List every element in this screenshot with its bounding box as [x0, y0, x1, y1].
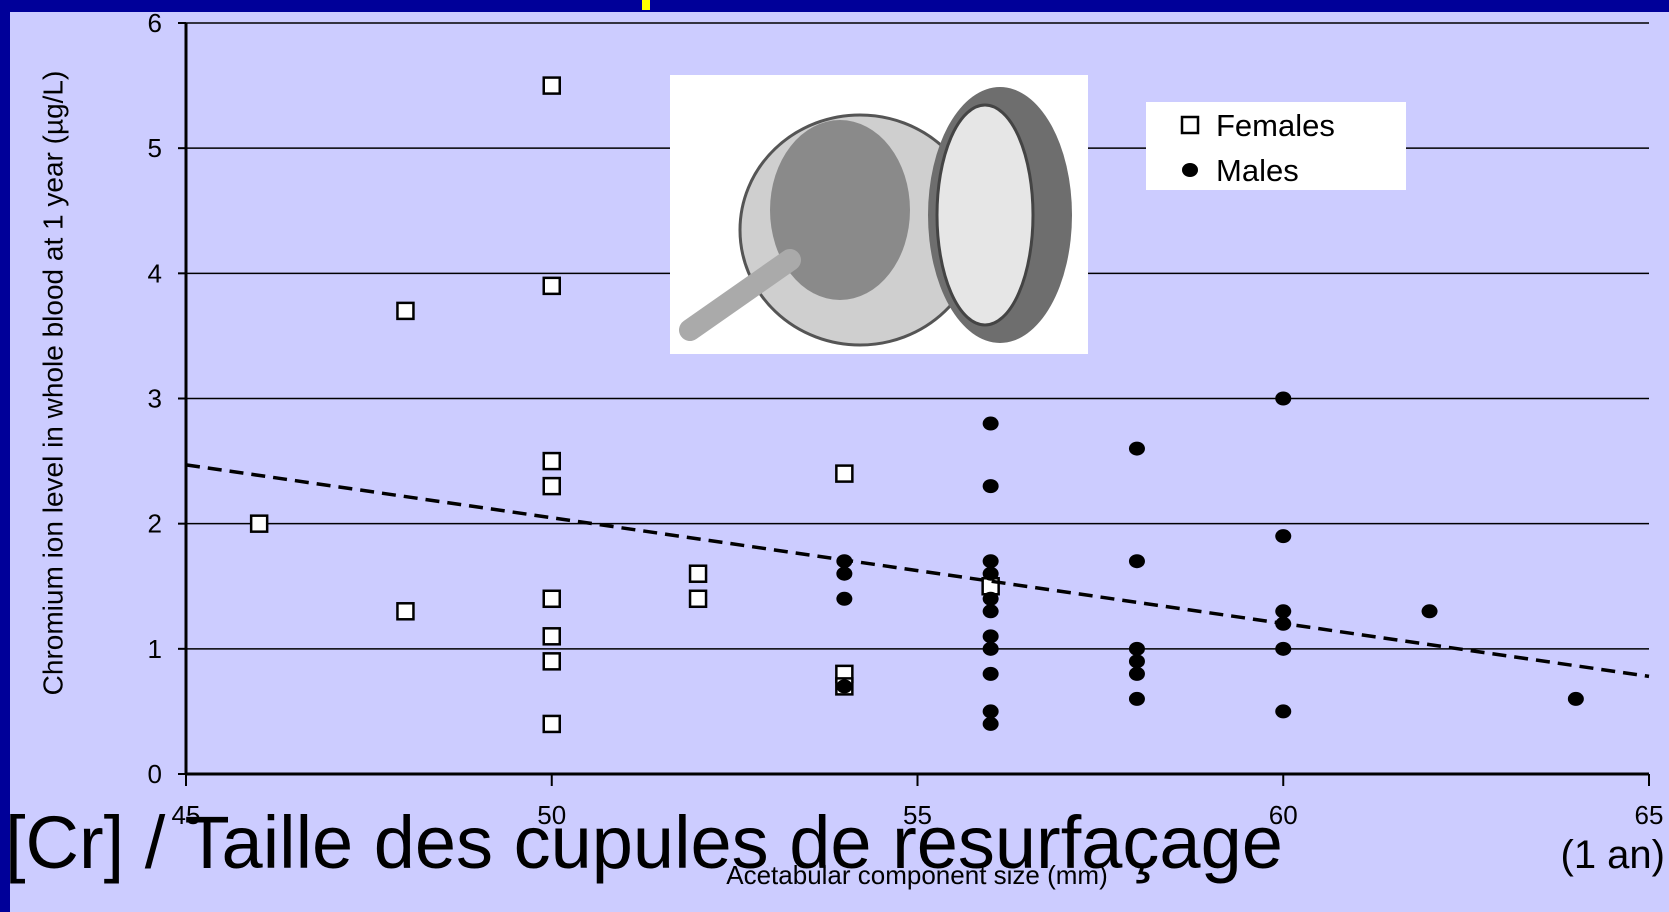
female-marker [688, 564, 708, 583]
female-marker [396, 602, 415, 621]
male-marker [1421, 604, 1438, 619]
y-tick-label: 2 [148, 509, 162, 539]
male-marker [1275, 641, 1292, 656]
male-marker [836, 591, 853, 606]
male-marker [1128, 441, 1145, 456]
x-tick-label: 65 [1635, 800, 1664, 830]
x-tick-label: 50 [537, 800, 566, 830]
cup-inner [770, 120, 910, 300]
male-marker [1275, 391, 1292, 406]
y-tick-label: 5 [148, 133, 162, 163]
male-marker [982, 479, 999, 494]
title-remnant [642, 0, 650, 10]
y-axis-label: Chromium ion level in whole blood at 1 y… [37, 71, 68, 696]
x-axis-label: Acetabular component size (mm) [726, 860, 1107, 890]
male-marker [1128, 554, 1145, 569]
x-tick-label: 45 [172, 800, 201, 830]
stem [679, 249, 801, 341]
male-marker [1128, 641, 1145, 656]
male-marker [836, 679, 853, 694]
female-marker [542, 476, 561, 496]
female-marker [542, 76, 561, 95]
y-tick-label: 1 [148, 634, 162, 664]
female-marker [542, 276, 561, 296]
male-marker [982, 591, 999, 606]
male-marker [1128, 654, 1145, 669]
x-tick-label: 55 [903, 800, 932, 830]
male-marker [1128, 691, 1145, 706]
legend-label: Males [1216, 153, 1299, 188]
female-marker [835, 464, 854, 483]
male-marker [982, 629, 999, 644]
slide-subtitle: (1 an) [1561, 833, 1666, 877]
head-inner [935, 103, 1035, 327]
female-marker [542, 451, 561, 471]
trend-line [185, 463, 1650, 679]
male-marker [1275, 604, 1292, 619]
female-marker [542, 714, 561, 734]
male-marker [1182, 163, 1198, 177]
female-marker [249, 514, 269, 533]
slide-title: [Cr] / Taille des cupules de resurfaçage [5, 801, 1283, 884]
y-tick-label: 6 [148, 8, 162, 38]
female-marker [542, 589, 561, 609]
x-tick-label: 60 [1269, 800, 1298, 830]
y-tick-label: 0 [148, 759, 162, 789]
male-marker [836, 566, 853, 581]
left-band [0, 0, 10, 912]
female-marker [1180, 115, 1200, 135]
male-marker [982, 704, 999, 719]
y-tick-label: 3 [148, 384, 162, 414]
male-marker [1128, 666, 1145, 681]
male-marker [1275, 529, 1292, 544]
female-marker [542, 627, 561, 646]
female-marker [688, 589, 708, 609]
male-marker [982, 716, 999, 731]
implant-image [670, 75, 1088, 354]
male-marker [1275, 704, 1292, 719]
legend-label: Females [1216, 108, 1335, 143]
male-marker [1567, 691, 1584, 706]
top-band [0, 0, 1669, 12]
male-marker [982, 666, 999, 681]
male-marker [982, 416, 999, 431]
female-marker [396, 301, 415, 321]
y-tick-label: 4 [148, 258, 162, 288]
male-marker [982, 604, 999, 619]
male-marker [982, 641, 999, 656]
male-marker [982, 554, 999, 569]
female-marker [542, 652, 561, 671]
male-marker [982, 566, 999, 581]
